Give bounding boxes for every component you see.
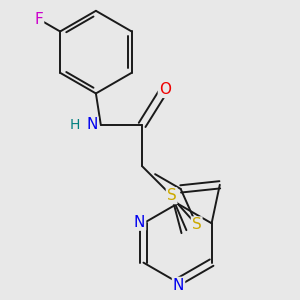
Text: N: N bbox=[86, 117, 98, 132]
Text: N: N bbox=[134, 215, 145, 230]
Text: O: O bbox=[159, 82, 171, 97]
Text: S: S bbox=[192, 217, 202, 232]
Text: H: H bbox=[70, 118, 80, 132]
Text: N: N bbox=[173, 278, 184, 293]
Text: S: S bbox=[167, 188, 176, 203]
Text: F: F bbox=[34, 12, 43, 27]
